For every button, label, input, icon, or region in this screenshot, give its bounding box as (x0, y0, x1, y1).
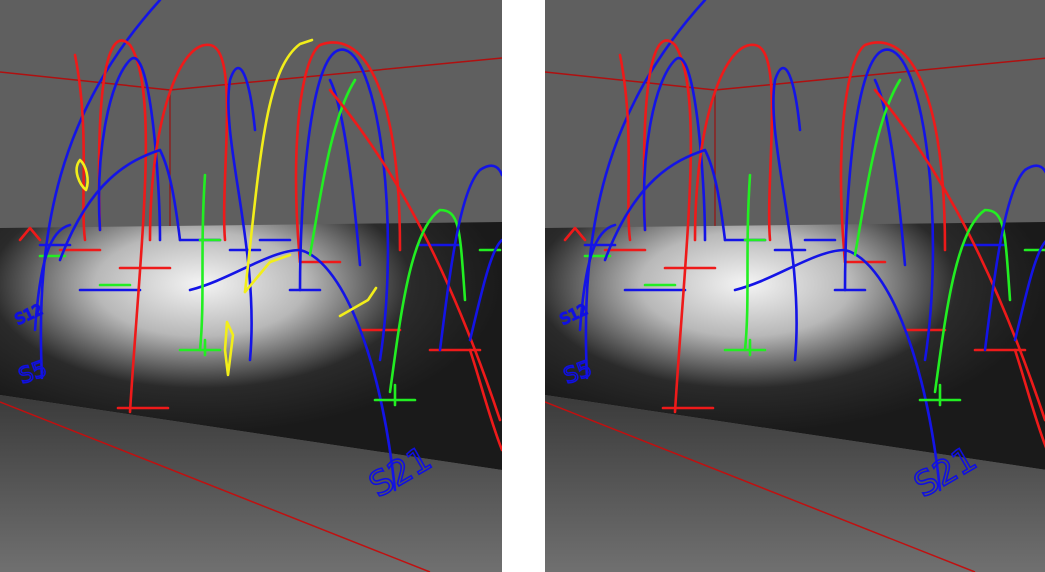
left-panel: S5 S12 S21 (0, 0, 502, 572)
right-panel: S5 S12 S21 (545, 0, 1045, 572)
stereo-view: S5 S12 S21 S5 S12 S21 (0, 0, 1045, 572)
